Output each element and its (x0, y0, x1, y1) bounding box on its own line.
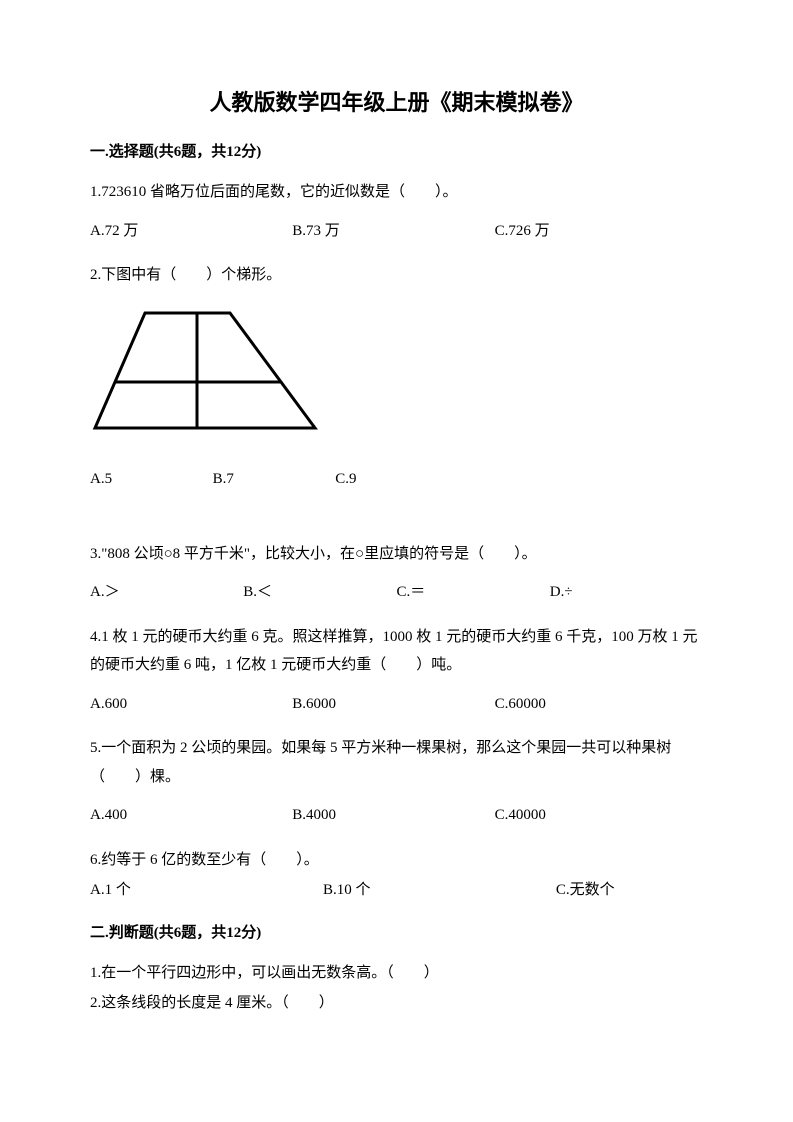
question-3: 3."808 公顷○8 平方千米"，比较大小，在○里应填的符号是（ ）。 A.＞… (90, 540, 703, 607)
page-title: 人教版数学四年级上册《期末模拟卷》 (90, 85, 703, 120)
trapezoid-outer (95, 313, 315, 428)
question-3-text: 3."808 公顷○8 平方千米"，比较大小，在○里应填的符号是（ ）。 (90, 540, 703, 569)
q3-option-d: D.÷ (550, 578, 703, 607)
section-2-header: 二.判断题(共6题，共12分) (90, 921, 703, 945)
question-5-text: 5.一个面积为 2 公顷的果园。如果每 5 平方米种一棵果树，那么这个果园一共可… (90, 734, 703, 791)
question-2: 2.下图中有（ ）个梯形。 A.5 B.7 C.9 (90, 261, 703, 494)
question-1-options: A.72 万 B.73 万 C.726 万 (90, 217, 703, 246)
q4-option-a: A.600 (90, 690, 292, 719)
q6-option-a: A.1 个 (90, 876, 323, 905)
q5-option-b: B.4000 (292, 801, 494, 830)
q6-option-b: B.10 个 (323, 876, 556, 905)
q4-option-c: C.60000 (495, 690, 697, 719)
question-5-options: A.400 B.4000 C.40000 (90, 801, 703, 830)
question-6-options: A.1 个 B.10 个 C.无数个 (90, 876, 703, 905)
question-4-text: 4.1 枚 1 元的硬币大约重 6 克。照这样推算，1000 枚 1 元的硬币大… (90, 623, 703, 680)
q5-option-a: A.400 (90, 801, 292, 830)
question-2-options: A.5 B.7 C.9 (90, 465, 703, 494)
q1-option-a: A.72 万 (90, 217, 292, 246)
q2-option-c: C.9 (335, 465, 458, 494)
q6-option-c: C.无数个 (556, 876, 703, 905)
q2-option-b: B.7 (213, 465, 336, 494)
judge-q2: 2.这条线段的长度是 4 厘米。（ ） (90, 989, 703, 1018)
q2-option-a: A.5 (90, 465, 213, 494)
trapezoid-svg (90, 308, 320, 433)
q3-option-b: B.＜ (243, 578, 396, 607)
q3-option-a: A.＞ (90, 578, 243, 607)
question-3-options: A.＞ B.＜ C.＝ D.÷ (90, 578, 703, 607)
q5-option-c: C.40000 (495, 801, 697, 830)
question-2-text: 2.下图中有（ ）个梯形。 (90, 261, 703, 290)
question-4-options: A.600 B.6000 C.60000 (90, 690, 703, 719)
question-5: 5.一个面积为 2 公顷的果园。如果每 5 平方米种一棵果树，那么这个果园一共可… (90, 734, 703, 830)
question-4: 4.1 枚 1 元的硬币大约重 6 克。照这样推算，1000 枚 1 元的硬币大… (90, 623, 703, 719)
question-1-text: 1.723610 省略万位后面的尾数，它的近似数是（ ）。 (90, 178, 703, 207)
q1-option-c: C.726 万 (495, 217, 697, 246)
question-1: 1.723610 省略万位后面的尾数，它的近似数是（ ）。 A.72 万 B.7… (90, 178, 703, 245)
trapezoid-figure (90, 308, 703, 444)
q4-option-b: B.6000 (292, 690, 494, 719)
judge-q1: 1.在一个平行四边形中，可以画出无数条高。（ ） (90, 959, 703, 988)
q3-option-c: C.＝ (397, 578, 550, 607)
question-6-text: 6.约等于 6 亿的数至少有（ ）。 (90, 846, 703, 875)
section-1-header: 一.选择题(共6题，共12分) (90, 140, 703, 164)
question-6: 6.约等于 6 亿的数至少有（ ）。 A.1 个 B.10 个 C.无数个 (90, 846, 703, 905)
q1-option-b: B.73 万 (292, 217, 494, 246)
